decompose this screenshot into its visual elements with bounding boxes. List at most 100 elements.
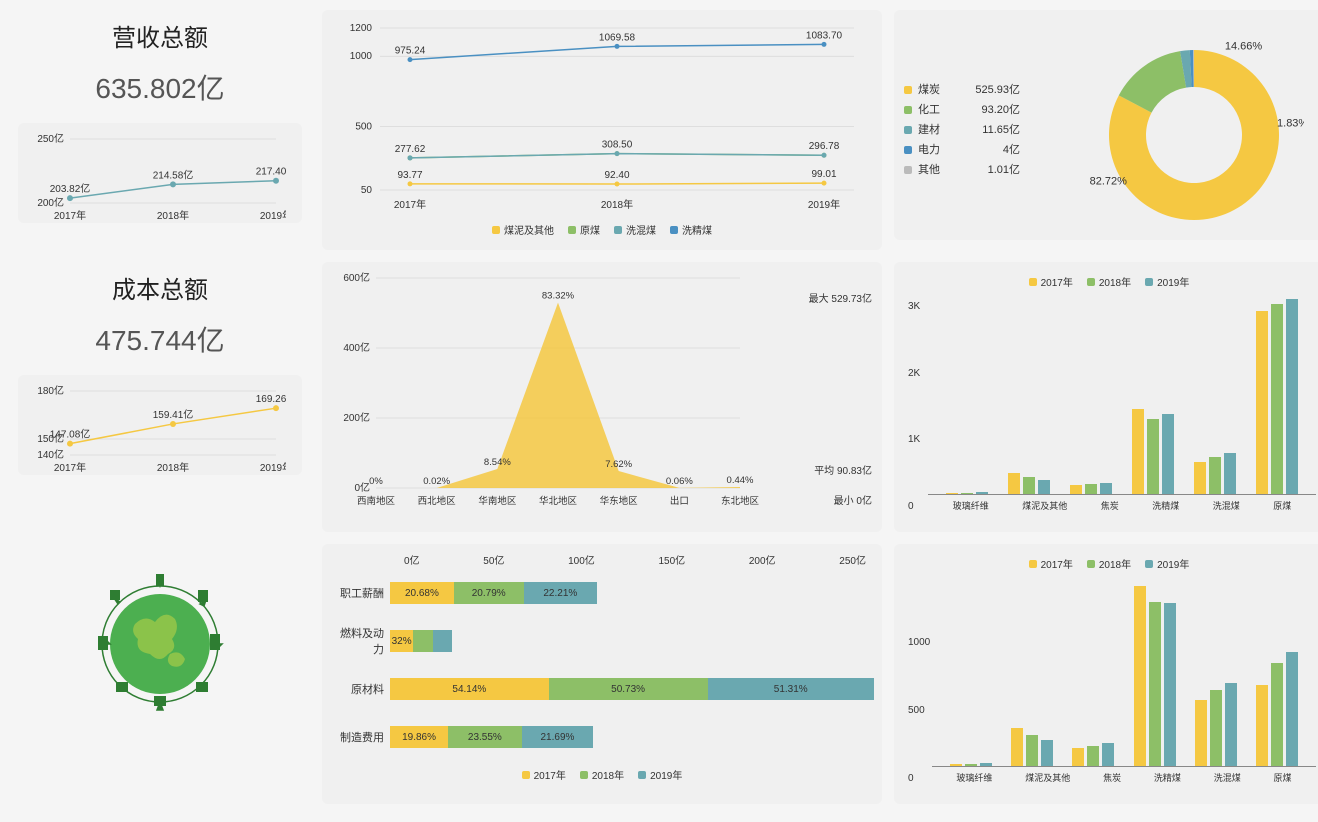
svg-text:1.83%: 1.83%	[1277, 117, 1304, 129]
bar	[1256, 311, 1268, 494]
hbar-seg	[413, 630, 432, 652]
svg-text:1083.70: 1083.70	[806, 30, 843, 41]
svg-text:华南地区: 华南地区	[478, 495, 517, 507]
donut-chart: 煤炭525.93亿化工93.20亿建材11.65亿电力4亿其他1.01亿 82.…	[894, 10, 1318, 240]
bar	[1162, 414, 1174, 494]
svg-text:0.06%: 0.06%	[666, 476, 693, 487]
bar	[1149, 602, 1161, 766]
donut-legend-item: 化工93.20亿	[904, 100, 1020, 120]
bar-group	[1134, 586, 1176, 767]
gbt-legend: 2017年2018年2019年	[902, 274, 1316, 289]
bar	[1210, 690, 1222, 766]
x-label: 玻璃纤维	[953, 499, 989, 512]
legend-item: 2019年	[1145, 274, 1189, 289]
area-chart: 600亿400亿200亿0亿西南地区0%西北地区0.02%华南地区8.54%华北…	[322, 262, 882, 532]
bar	[1134, 586, 1146, 767]
bar	[1132, 409, 1144, 494]
hbar-row: 燃料及动力32%	[330, 623, 874, 659]
svg-text:1200: 1200	[350, 23, 373, 34]
hbar-seg: 21.69%	[522, 726, 594, 748]
svg-text:147.08亿: 147.08亿	[50, 428, 91, 441]
bar-group	[946, 492, 988, 494]
area-stat-max: 最大 529.73亿	[809, 290, 872, 305]
bar	[976, 492, 988, 494]
line-chart-legend: 煤泥及其他原煤洗混煤洗精煤	[330, 222, 874, 237]
legend-item: 2018年	[1087, 274, 1131, 289]
hbar-label: 制造费用	[330, 729, 390, 745]
multi-line-chart: 1200100050050975.241069.581083.70277.623…	[322, 10, 882, 250]
svg-text:400亿: 400亿	[343, 341, 370, 354]
bar-group	[1011, 728, 1053, 766]
hbar-seg: 20.79%	[454, 582, 524, 604]
dashboard-grid: 营收总额 635.802亿 250亿200亿203.82亿2017年214.58…	[0, 0, 1318, 814]
bar	[1087, 746, 1099, 766]
donut-legend-item: 建材11.65亿	[904, 120, 1020, 140]
legend-item: 洗精煤	[670, 222, 712, 237]
svg-text:93.77: 93.77	[397, 170, 422, 181]
bar	[1164, 603, 1176, 766]
hbar-seg: 51.31%	[708, 678, 874, 700]
svg-text:0亿: 0亿	[354, 481, 370, 494]
revenue-value: 635.802亿	[10, 67, 310, 107]
x-label: 洗混煤	[1213, 499, 1240, 512]
svg-text:8.54%: 8.54%	[484, 457, 511, 468]
earth-graphic	[10, 544, 310, 804]
bar	[1194, 462, 1206, 494]
bar	[965, 764, 977, 766]
svg-text:169.26亿: 169.26亿	[256, 392, 286, 405]
svg-text:出口: 出口	[670, 495, 689, 507]
cost-value: 475.744亿	[10, 319, 310, 359]
svg-text:500: 500	[355, 122, 372, 133]
hbar-seg	[433, 630, 452, 652]
svg-text:2019年: 2019年	[260, 209, 286, 222]
svg-text:1000: 1000	[350, 51, 373, 62]
svg-text:2017年: 2017年	[54, 461, 86, 474]
svg-text:140亿: 140亿	[37, 448, 64, 461]
svg-text:2019年: 2019年	[808, 198, 840, 211]
bar	[961, 493, 973, 494]
bar	[1041, 740, 1053, 766]
svg-text:2019年: 2019年	[260, 461, 286, 474]
bar-group	[950, 763, 992, 766]
hbar-seg: 23.55%	[448, 726, 522, 748]
svg-text:308.50: 308.50	[602, 140, 633, 151]
svg-text:296.78: 296.78	[809, 141, 840, 152]
bar	[1225, 683, 1237, 766]
x-label: 洗混煤	[1214, 771, 1241, 784]
hbar-seg: 20.68%	[390, 582, 454, 604]
svg-text:180亿: 180亿	[37, 384, 64, 397]
hbar-seg: 22.21%	[524, 582, 598, 604]
grouped-bar-bottom: 2017年2018年2019年 10005000 玻璃纤维煤泥及其他焦炭洗精煤洗…	[894, 544, 1318, 804]
bar	[1026, 735, 1038, 766]
svg-text:600亿: 600亿	[343, 271, 370, 284]
x-label: 原煤	[1273, 499, 1291, 512]
legend-item: 洗混煤	[614, 222, 656, 237]
svg-text:203.82亿: 203.82亿	[50, 182, 91, 195]
hbar-row: 制造费用19.86%23.55%21.69%	[330, 719, 874, 755]
svg-text:东北地区: 东北地区	[721, 495, 760, 507]
donut-legend-item: 煤炭525.93亿	[904, 80, 1020, 100]
legend-item: 2018年	[1087, 556, 1131, 571]
x-label: 原煤	[1274, 771, 1292, 784]
bar-group	[1072, 743, 1114, 766]
revenue-mini-chart: 250亿200亿203.82亿2017年214.58亿2018年217.40亿2…	[18, 123, 302, 223]
legend-item: 2019年	[638, 767, 682, 782]
cost-title: 成本总额	[10, 270, 310, 305]
svg-text:0.02%: 0.02%	[423, 476, 450, 487]
svg-text:西北地区: 西北地区	[418, 495, 457, 507]
svg-text:华北地区: 华北地区	[539, 495, 578, 507]
bar	[1072, 748, 1084, 766]
bar-group	[1132, 409, 1174, 494]
bar-group	[1194, 453, 1236, 494]
bar-group	[1256, 299, 1298, 494]
svg-text:83.32%: 83.32%	[542, 291, 575, 302]
hbar-label: 燃料及动力	[330, 625, 390, 657]
bar	[1224, 453, 1236, 494]
svg-text:2018年: 2018年	[601, 198, 633, 211]
legend-item: 2017年	[522, 767, 566, 782]
bar	[950, 764, 962, 766]
svg-text:14.66%: 14.66%	[1225, 40, 1263, 52]
bar	[1271, 663, 1283, 766]
svg-text:2017年: 2017年	[54, 209, 86, 222]
svg-text:50: 50	[361, 185, 373, 196]
